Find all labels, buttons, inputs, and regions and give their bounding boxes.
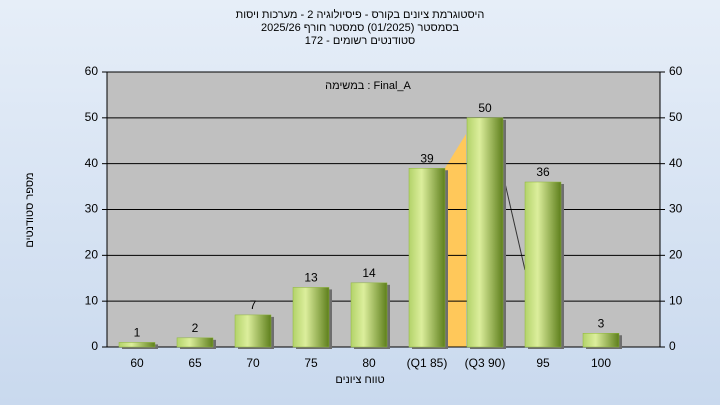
x-tick-label: 95 xyxy=(536,356,550,370)
y2-tick-label: 40 xyxy=(669,156,683,170)
y-tick-label: 60 xyxy=(85,64,99,78)
quartile-area xyxy=(445,134,466,347)
x-tick-label: (Q1 85) xyxy=(407,356,448,370)
x-tick-label: 75 xyxy=(304,356,318,370)
x-tick-label: 80 xyxy=(362,356,376,370)
bar xyxy=(524,181,562,348)
bar xyxy=(350,282,388,348)
x-tick-label: 70 xyxy=(246,356,260,370)
y-tick-label: 50 xyxy=(85,110,99,124)
y-tick-label: 40 xyxy=(85,156,99,170)
value-label: 2 xyxy=(192,321,199,335)
y-axis-label: מספר סטודנטים xyxy=(24,172,36,247)
value-label: 13 xyxy=(304,271,318,285)
bar xyxy=(582,333,620,348)
y2-tick-label: 50 xyxy=(669,110,683,124)
value-label: 1 xyxy=(134,326,141,340)
x-tick-label: 60 xyxy=(130,356,144,370)
x-tick-label: 65 xyxy=(188,356,202,370)
value-label: 39 xyxy=(420,151,434,165)
y-tick-label: 20 xyxy=(85,248,99,262)
y2-tick-label: 0 xyxy=(669,339,676,353)
chart-subtitle: סטודנטים רשומים - 172 xyxy=(305,35,416,47)
y-tick-label: 30 xyxy=(85,202,99,216)
value-label: 7 xyxy=(250,298,257,312)
value-label: 36 xyxy=(536,165,550,179)
chart-title: היסטוגרמת ציונים בקורס - פיסיולוגיה 2 - … xyxy=(236,8,485,21)
value-label: 14 xyxy=(362,266,376,280)
bar xyxy=(176,337,214,348)
x-tick-label: 100 xyxy=(591,356,611,370)
value-label: 3 xyxy=(598,316,605,330)
x-tick-label: (Q3 90) xyxy=(465,356,506,370)
y2-tick-label: 10 xyxy=(669,293,683,307)
y2-tick-label: 30 xyxy=(669,202,683,216)
y2-tick-label: 20 xyxy=(669,248,683,262)
bar xyxy=(292,287,330,348)
chart-subtitle: בסמסטר (01/2025) סמסטר חורף 2025/26 xyxy=(261,22,459,34)
x-axis-label: טווח ציונים xyxy=(335,374,384,386)
y-tick-label: 0 xyxy=(91,339,98,353)
bar xyxy=(234,314,272,348)
bar xyxy=(466,117,504,348)
y2-tick-label: 60 xyxy=(669,64,683,78)
annotation: במשימה : Final_A xyxy=(325,80,411,92)
value-label: 50 xyxy=(478,101,492,115)
bar xyxy=(408,168,446,348)
y-tick-label: 10 xyxy=(85,293,99,307)
bar xyxy=(118,342,156,348)
